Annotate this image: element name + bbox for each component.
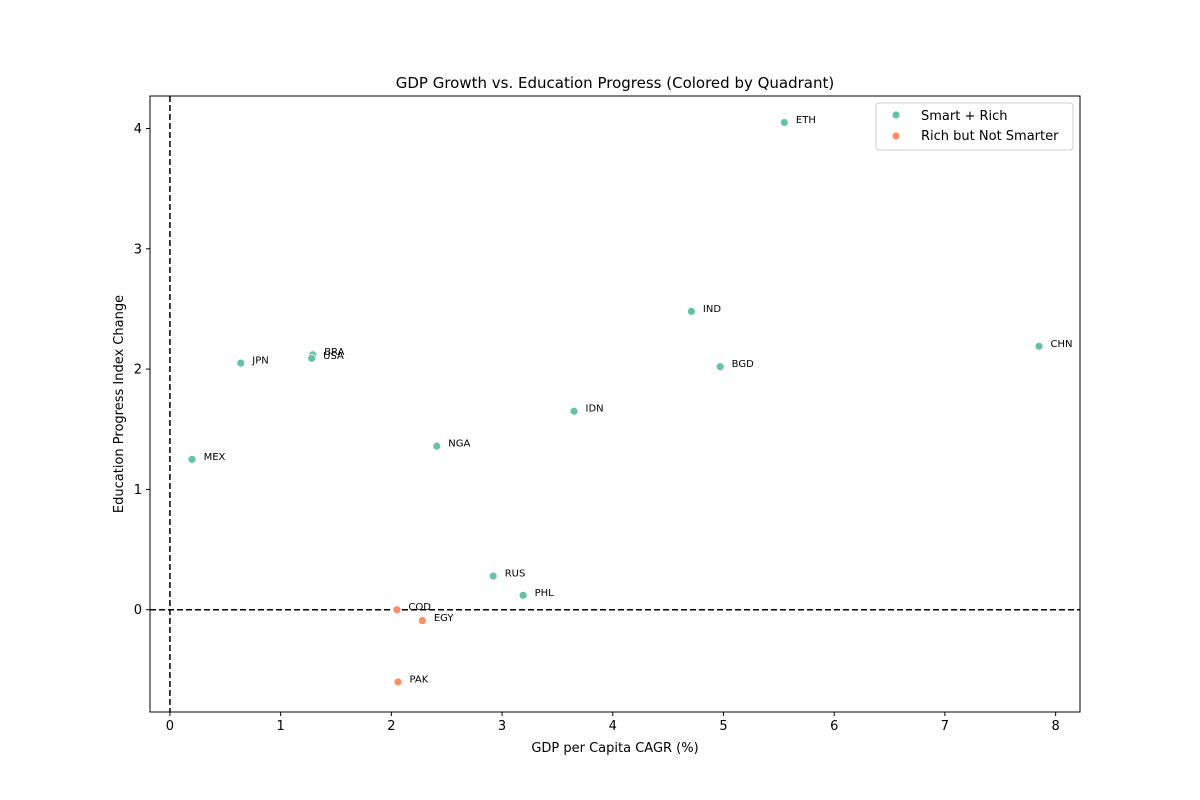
point-label: BGD bbox=[732, 359, 754, 370]
y-tick-label: 3 bbox=[134, 242, 142, 257]
y-tick-label: 1 bbox=[134, 483, 142, 498]
x-tick-label: 1 bbox=[277, 719, 285, 734]
legend-label-smart-rich: Smart + Rich bbox=[921, 109, 1008, 124]
point-label: IND bbox=[703, 304, 721, 315]
point-label: JPN bbox=[251, 356, 268, 367]
legend-marker-rich-not-smarter bbox=[891, 131, 901, 141]
point-label: IDN bbox=[586, 404, 604, 415]
data-point bbox=[236, 358, 246, 368]
y-tick-label: 0 bbox=[134, 603, 142, 618]
data-point bbox=[393, 677, 403, 687]
point-label: MEX bbox=[204, 452, 226, 463]
legend-label-rich-not-smarter: Rich but Not Smarter bbox=[921, 129, 1059, 144]
data-point bbox=[307, 353, 317, 363]
point-label: BRA bbox=[324, 347, 344, 358]
x-tick-label: 5 bbox=[719, 719, 727, 734]
x-tick-label: 8 bbox=[1052, 719, 1060, 734]
legend-marker-smart-rich bbox=[891, 110, 901, 120]
x-tick-label: 0 bbox=[166, 719, 174, 734]
point-label: NGA bbox=[448, 439, 470, 450]
data-point bbox=[392, 605, 402, 615]
point-label: EGY bbox=[434, 613, 455, 624]
x-tick-label: 7 bbox=[941, 719, 949, 734]
legend-box bbox=[875, 102, 1074, 151]
x-tick-label: 6 bbox=[830, 719, 838, 734]
data-point bbox=[715, 362, 725, 372]
data-point bbox=[518, 590, 528, 600]
x-axis-label: GDP per Capita CAGR (%) bbox=[531, 741, 698, 756]
point-label: PHL bbox=[535, 588, 555, 599]
point-label: COD bbox=[408, 602, 431, 613]
point-label: RUS bbox=[505, 569, 526, 580]
data-point bbox=[1034, 341, 1044, 351]
data-point bbox=[779, 118, 789, 127]
x-tick-label: 2 bbox=[387, 719, 395, 734]
point-label: PAK bbox=[410, 674, 429, 685]
chart-title: GDP Growth vs. Education Progress (Color… bbox=[396, 74, 835, 92]
y-axis-label: Education Progress Index Change bbox=[112, 295, 127, 513]
data-point bbox=[488, 571, 498, 581]
data-point bbox=[569, 406, 579, 416]
point-label: USA bbox=[323, 351, 344, 362]
axes-frame bbox=[149, 95, 1081, 713]
data-point bbox=[686, 306, 696, 316]
y-tick-label: 2 bbox=[134, 363, 142, 378]
data-point bbox=[187, 454, 197, 464]
data-point bbox=[432, 441, 442, 451]
data-point bbox=[417, 616, 427, 625]
point-label: CHN bbox=[1051, 339, 1073, 350]
y-tick-label: 4 bbox=[134, 122, 142, 137]
point-label: ETH bbox=[796, 115, 816, 126]
x-tick-label: 3 bbox=[498, 719, 506, 734]
legend: Smart + Rich Rich but Not Smarter bbox=[875, 102, 1074, 151]
x-tick-label: 4 bbox=[609, 719, 617, 734]
